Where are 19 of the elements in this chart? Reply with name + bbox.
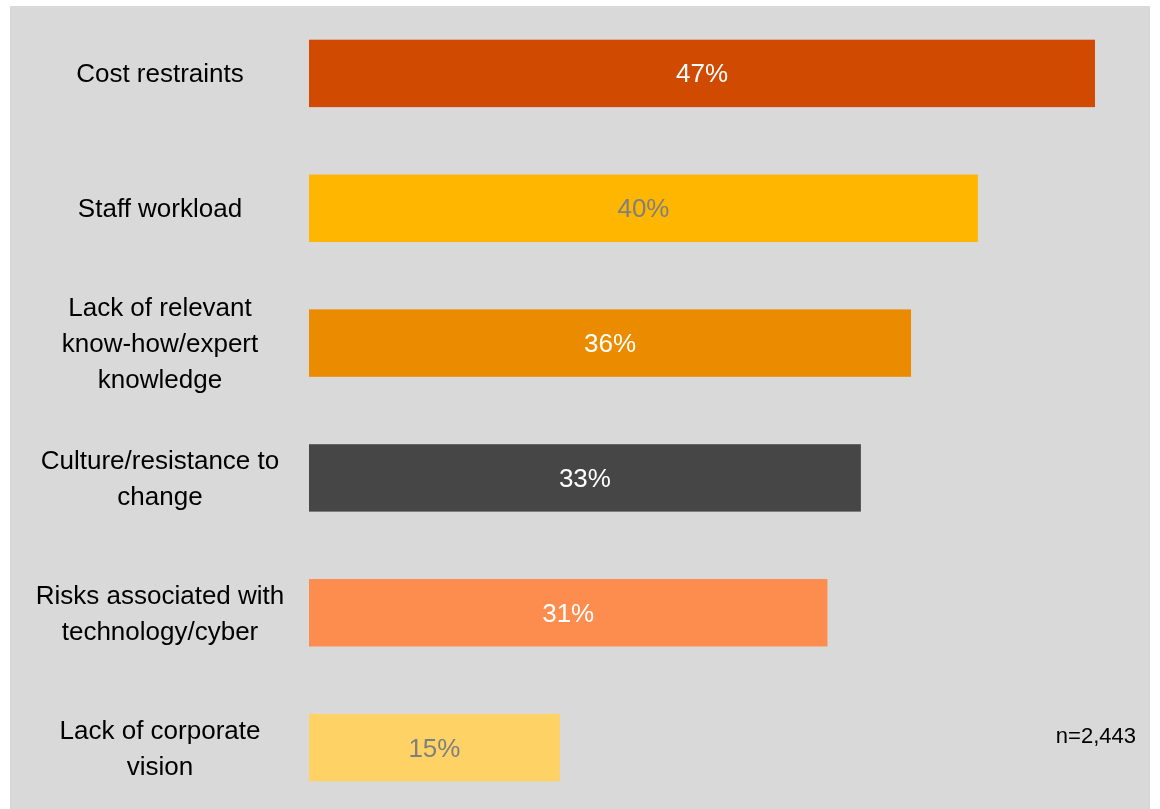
y-tick-label: Lack of relevant know-how/expert knowledge bbox=[61, 292, 260, 395]
bar bbox=[309, 444, 861, 512]
bar bbox=[309, 713, 560, 782]
annotation: n=2,443 bbox=[1055, 722, 1136, 748]
data-label: 40% bbox=[617, 193, 670, 224]
y-tick-label: Risks associated with technology/cyber bbox=[35, 579, 285, 646]
y-tick-label: Lack of corporate vision bbox=[59, 714, 261, 781]
y-tick-label: Staff workload bbox=[77, 193, 243, 224]
data-label: 15% bbox=[408, 732, 461, 763]
bar bbox=[309, 39, 1095, 108]
data-label: 31% bbox=[542, 597, 595, 628]
y-tick-label: Cost restraints bbox=[76, 58, 244, 89]
y-tick-label: Culture/resistance to change bbox=[40, 444, 280, 511]
bar bbox=[309, 309, 912, 377]
bar bbox=[309, 174, 978, 242]
data-label: 47% bbox=[675, 58, 729, 89]
data-label: 33% bbox=[558, 462, 611, 493]
data-label: 36% bbox=[584, 328, 637, 359]
bar bbox=[309, 579, 828, 647]
